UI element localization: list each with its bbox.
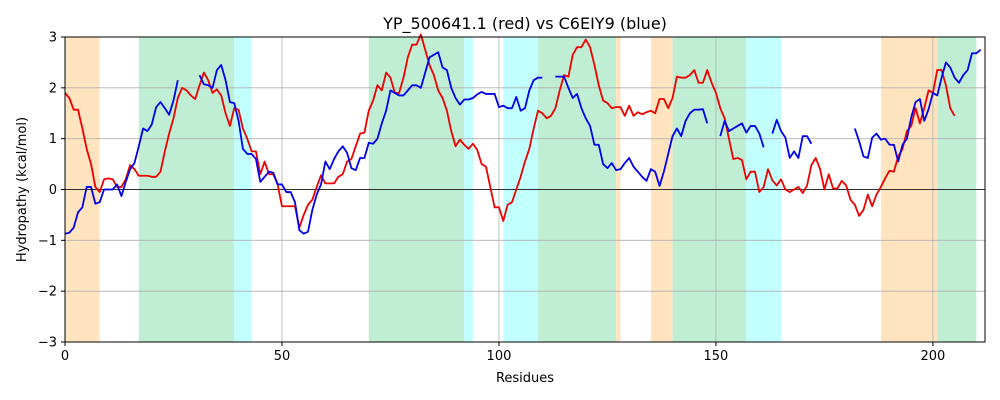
chart-title: YP_500641.1 (red) vs C6EIY9 (blue) xyxy=(382,14,667,34)
series-red-line xyxy=(64,33,956,229)
series-blue-line xyxy=(771,118,813,159)
series-blue-line xyxy=(198,51,543,235)
y-tick-label: −1 xyxy=(38,234,57,249)
axis-ticks: 0 50 100 150 200 −3 −2 −1 0 1 2 3 xyxy=(38,31,946,365)
series-blue-line xyxy=(719,119,765,148)
x-tick-label: 200 xyxy=(921,349,946,364)
series-blue-line xyxy=(555,75,709,187)
x-tick-label: 100 xyxy=(487,349,512,364)
x-tick-label: 0 xyxy=(61,349,69,364)
x-tick-label: 150 xyxy=(704,349,729,364)
series-blue-line xyxy=(64,80,179,235)
y-axis-label: Hydropathy (kcal/mol) xyxy=(15,117,30,262)
y-tick-label: 3 xyxy=(49,31,57,46)
series-blue-line xyxy=(853,49,982,163)
x-tick-label: 50 xyxy=(274,349,291,364)
y-tick-label: 0 xyxy=(49,183,57,198)
y-tick-label: 1 xyxy=(49,132,57,147)
y-tick-label: 2 xyxy=(49,81,57,96)
y-tick-label: −3 xyxy=(38,336,57,351)
series-lines xyxy=(64,33,982,235)
y-tick-label: −2 xyxy=(38,285,57,300)
x-axis-label: Residues xyxy=(496,371,554,386)
